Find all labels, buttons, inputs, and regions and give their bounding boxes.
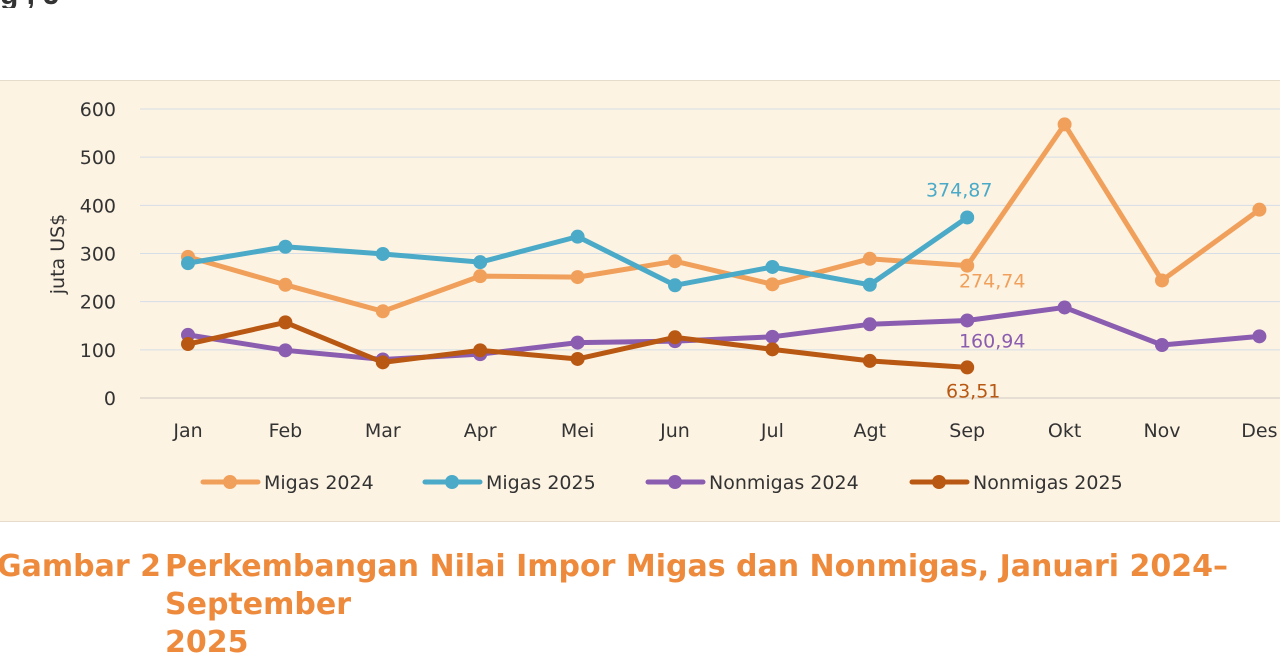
legend-marker xyxy=(223,475,237,489)
legend-marker xyxy=(932,475,946,489)
series-line xyxy=(185,121,1262,314)
y-axis-label: juta US$ xyxy=(47,214,69,296)
data-point xyxy=(668,330,682,345)
x-tick-label: Jul xyxy=(760,420,784,442)
legend-marker xyxy=(668,475,682,489)
legend-label: Nonmigas 2024 xyxy=(709,472,859,494)
legend-marker xyxy=(445,475,459,489)
line-chart: 0 100 200 300 400 500 600 juta US$ Jan Feb Mar Apr M… xyxy=(47,99,1280,494)
legend-label: Migas 2025 xyxy=(486,472,596,494)
data-label: 63,51 xyxy=(946,380,1000,402)
data-point xyxy=(765,259,780,274)
data-point xyxy=(278,239,293,254)
data-point xyxy=(862,251,877,266)
figure-title-line2: 2025 xyxy=(165,625,249,660)
data-point xyxy=(1155,338,1169,353)
data-point xyxy=(181,337,195,352)
data-point xyxy=(862,317,877,332)
x-tick-label: Nov xyxy=(1143,420,1180,442)
data-point xyxy=(181,256,195,271)
data-point xyxy=(375,246,390,261)
data-label: 160,94 xyxy=(959,330,1025,352)
data-point xyxy=(1252,329,1267,344)
data-point xyxy=(765,342,780,357)
x-tick-label: Agt xyxy=(854,420,887,442)
legend-label: Migas 2024 xyxy=(264,472,374,494)
data-point xyxy=(278,277,293,292)
x-tick-label: Apr xyxy=(464,420,497,442)
data-point xyxy=(960,360,975,375)
data-point xyxy=(668,254,682,269)
data-point xyxy=(473,255,488,270)
x-tick-label: Sep xyxy=(949,420,985,442)
data-point xyxy=(1057,117,1072,132)
data-point xyxy=(960,210,975,225)
data-point xyxy=(1057,300,1072,315)
data-point xyxy=(960,313,975,328)
y-tick-label: 400 xyxy=(80,195,116,217)
data-label: 274,74 xyxy=(959,271,1025,293)
data-point xyxy=(765,277,780,292)
data-point xyxy=(1252,202,1267,217)
data-point xyxy=(570,335,585,350)
data-point xyxy=(278,315,293,330)
figure-title: Perkembangan Nilai Impor Migas dan Nonmi… xyxy=(165,548,1280,662)
y-tick-label: 100 xyxy=(80,340,116,362)
data-point xyxy=(570,229,585,244)
y-tick-label: 600 xyxy=(80,99,116,121)
series-line xyxy=(185,304,1262,362)
data-point xyxy=(862,353,877,368)
x-tick-label: Okt xyxy=(1048,420,1081,442)
figure-number: Gambar 2 xyxy=(0,549,161,584)
data-point xyxy=(473,343,488,358)
x-tick-label: Des xyxy=(1241,420,1277,442)
y-tick-label: 0 xyxy=(104,388,116,410)
x-tick-label: Feb xyxy=(269,420,303,442)
data-point xyxy=(570,351,585,366)
data-point xyxy=(765,329,780,344)
data-point xyxy=(473,269,488,284)
figure-title-line1: Perkembangan Nilai Impor Migas dan Nonmi… xyxy=(165,549,1228,622)
x-tick-label: Jan xyxy=(172,420,202,442)
data-label: 374,87 xyxy=(926,179,992,201)
cropped-heading-text: g , J xyxy=(0,0,60,8)
data-point xyxy=(960,258,975,273)
data-point xyxy=(1155,273,1169,288)
x-tick-label: Jun xyxy=(659,420,690,442)
legend-label: Nonmigas 2025 xyxy=(973,472,1123,494)
y-tick-label: 200 xyxy=(80,292,116,314)
x-tick-label: Mar xyxy=(365,420,401,442)
data-point xyxy=(862,277,877,292)
data-point xyxy=(375,355,390,370)
cropped-heading: g , J xyxy=(0,0,1280,8)
y-tick-label: 300 xyxy=(80,244,116,266)
data-point xyxy=(375,304,390,319)
data-point xyxy=(668,278,682,293)
data-point xyxy=(570,270,585,285)
data-point xyxy=(278,343,293,358)
x-tick-label: Mei xyxy=(561,420,594,442)
y-tick-label: 500 xyxy=(80,147,116,169)
